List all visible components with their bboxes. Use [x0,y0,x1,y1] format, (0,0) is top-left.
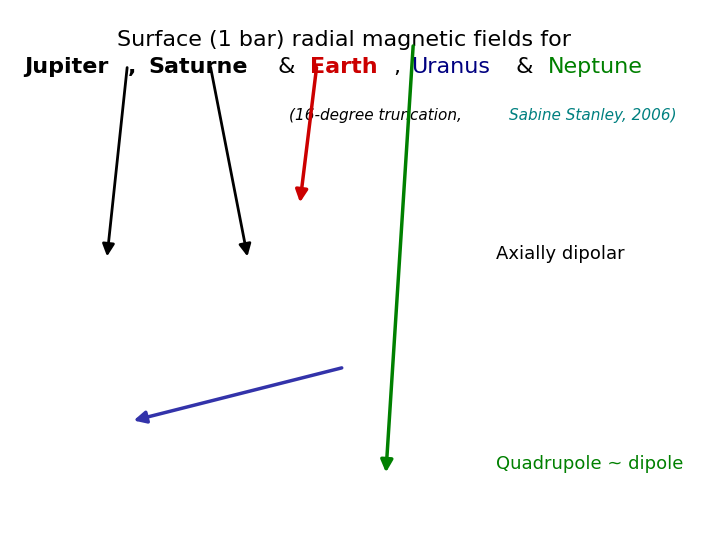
Text: ,: , [394,57,408,77]
Text: Jupiter: Jupiter [24,57,109,77]
Text: Sabine Stanley, 2006): Sabine Stanley, 2006) [509,108,676,123]
Text: &: & [508,57,540,77]
Text: Neptune: Neptune [547,57,642,77]
Text: Quadrupole ~ dipole: Quadrupole ~ dipole [496,455,683,474]
Text: Axially dipolar: Axially dipolar [496,245,625,263]
Text: Saturne: Saturne [148,57,248,77]
Text: Earth: Earth [310,57,378,77]
Text: ,: , [128,57,145,77]
Text: Surface (1 bar) radial magnetic fields for: Surface (1 bar) radial magnetic fields f… [117,30,572,50]
Text: (16-degree truncation,: (16-degree truncation, [289,108,467,123]
Text: &: & [271,57,302,77]
Text: Uranus: Uranus [411,57,490,77]
